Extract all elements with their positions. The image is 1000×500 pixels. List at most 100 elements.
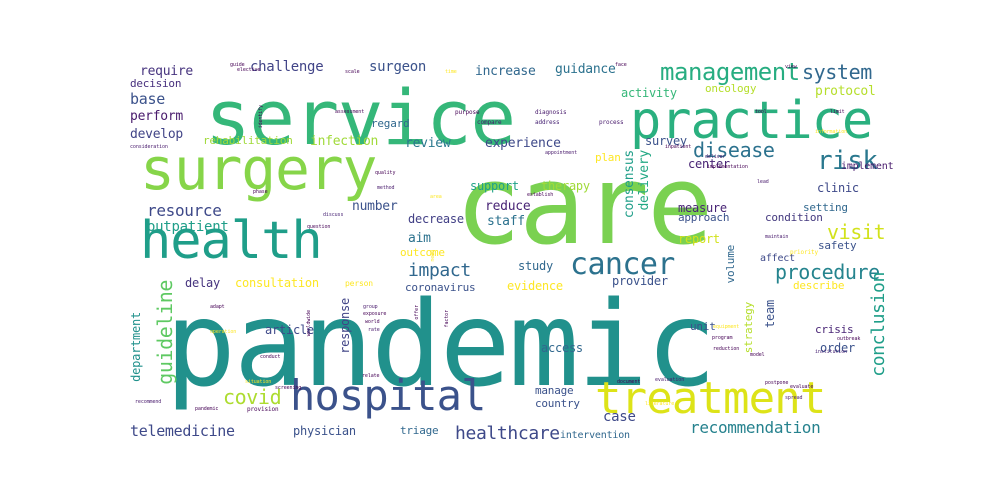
word-recommendation: recommendation [690, 418, 821, 437]
word-question: question [307, 224, 331, 230]
word-consideration: consideration [130, 144, 168, 150]
word-covid: covid [223, 385, 282, 409]
word-risk: risk [817, 146, 878, 176]
word-appointment: appointment [545, 150, 578, 156]
word-response: response [338, 298, 352, 354]
word-group: group [363, 304, 378, 310]
word-scale: scale [345, 69, 360, 75]
word-rehabilitation: rehabilitation [203, 134, 293, 147]
word-study: study [518, 259, 553, 273]
word-support: support [470, 179, 519, 193]
word-condition: condition [765, 211, 823, 224]
word-pandemic: pandemic [165, 275, 717, 413]
word-aim: aim [408, 231, 431, 246]
word-department: department [129, 312, 143, 382]
word-staff: staff [487, 214, 525, 229]
word-consensus: consensus [622, 150, 637, 219]
word-compare: compare [477, 119, 502, 126]
word-offer: offer [414, 305, 420, 320]
word-resource: resource [147, 201, 222, 220]
word-lead: lead [757, 179, 769, 185]
word-infection: infection [310, 134, 379, 149]
word-develop: develop [130, 127, 183, 142]
word-reduce: reduce [485, 199, 531, 214]
word-experience: experience [485, 136, 561, 151]
word-perform: perform [130, 109, 183, 124]
word-conclusion: conclusion [868, 272, 889, 377]
word-care: care [455, 141, 713, 269]
word-base: base [130, 90, 165, 108]
word-establish: establish [527, 192, 554, 198]
word-view: view [785, 64, 797, 70]
word-guideline: guideline [153, 280, 177, 385]
word-consultation: consultation [235, 276, 319, 290]
word-person: person [345, 279, 373, 288]
word-visit: visit [827, 220, 886, 244]
word-clinic: clinic [817, 181, 859, 195]
word-assessment: assessment [335, 109, 365, 115]
word-rate: rate [368, 327, 380, 333]
word-management: management [660, 58, 800, 86]
word-practice: practice [630, 91, 873, 151]
word-recommend: recommend [135, 399, 162, 405]
word-elective: elective [237, 67, 261, 73]
word-factor: factor [444, 310, 450, 328]
word-delivery: delivery [637, 150, 652, 211]
word-method: method [377, 185, 395, 191]
word-surgeon: surgeon [369, 59, 427, 75]
word-triage: triage [400, 424, 439, 437]
word-setting: setting [803, 201, 848, 214]
word-country: country [535, 397, 580, 410]
word-outpatient: outpatient [147, 219, 229, 235]
word-treatment: treatment [595, 373, 826, 424]
word-identify: identify [258, 105, 264, 129]
word-challenge: challenge [250, 59, 324, 75]
word-cancer: cancer [570, 247, 675, 282]
word-number: number [352, 199, 398, 214]
word-plan: plan [595, 151, 621, 164]
word-adapt: adapt [210, 304, 225, 310]
word-system: system [802, 60, 872, 84]
word-require: require [140, 64, 193, 79]
word-service: service [205, 73, 516, 162]
word-literature: literature [645, 401, 675, 407]
word-pandemic: pandemic [195, 406, 219, 412]
word-program: program [712, 335, 733, 341]
word-need: need [430, 250, 436, 262]
word-information: information [815, 129, 848, 135]
word-evaluate: evaluate [790, 384, 814, 390]
word-outbreak: outbreak [837, 336, 861, 342]
word-therapy: therapy [541, 179, 590, 193]
word-spread: spread [785, 395, 803, 401]
word-area: area [430, 194, 442, 200]
word-hospital: hospital [290, 371, 486, 420]
word-affect: affect [760, 253, 795, 264]
word-exposure: exposure [363, 311, 387, 317]
word-maintain: maintain [765, 234, 789, 240]
word-coronavirus: coronavirus [405, 281, 476, 294]
word-intervention: intervention [560, 430, 630, 441]
word-purpose: purpose [455, 109, 480, 116]
word-time: time [445, 69, 457, 75]
word-review: review [405, 136, 451, 151]
word-guidance: guidance [555, 62, 616, 77]
word-inpatient: inpatient [665, 144, 692, 150]
word-measure: measure [678, 201, 727, 215]
word-order: order [820, 341, 855, 355]
word-cloud: pandemic care service health surgery practice… [125, 50, 895, 450]
word-health: health [140, 211, 323, 271]
word-team: team [763, 300, 777, 328]
word-healthcare: healthcare [455, 423, 560, 444]
word-postpone: postpone [765, 380, 789, 386]
word-address: address [535, 119, 560, 126]
word-volume: volume [724, 245, 737, 284]
word-tool: tool [755, 109, 767, 115]
word-limit: limit [830, 109, 845, 115]
word-increase: increase [475, 64, 536, 79]
word-decrease: decrease [408, 212, 464, 226]
word-impact: impact [408, 260, 471, 281]
word-manage: manage [535, 384, 574, 397]
word-strategy: strategy [742, 302, 755, 354]
word-screening: screening [275, 385, 302, 391]
word-center: center [688, 157, 730, 171]
